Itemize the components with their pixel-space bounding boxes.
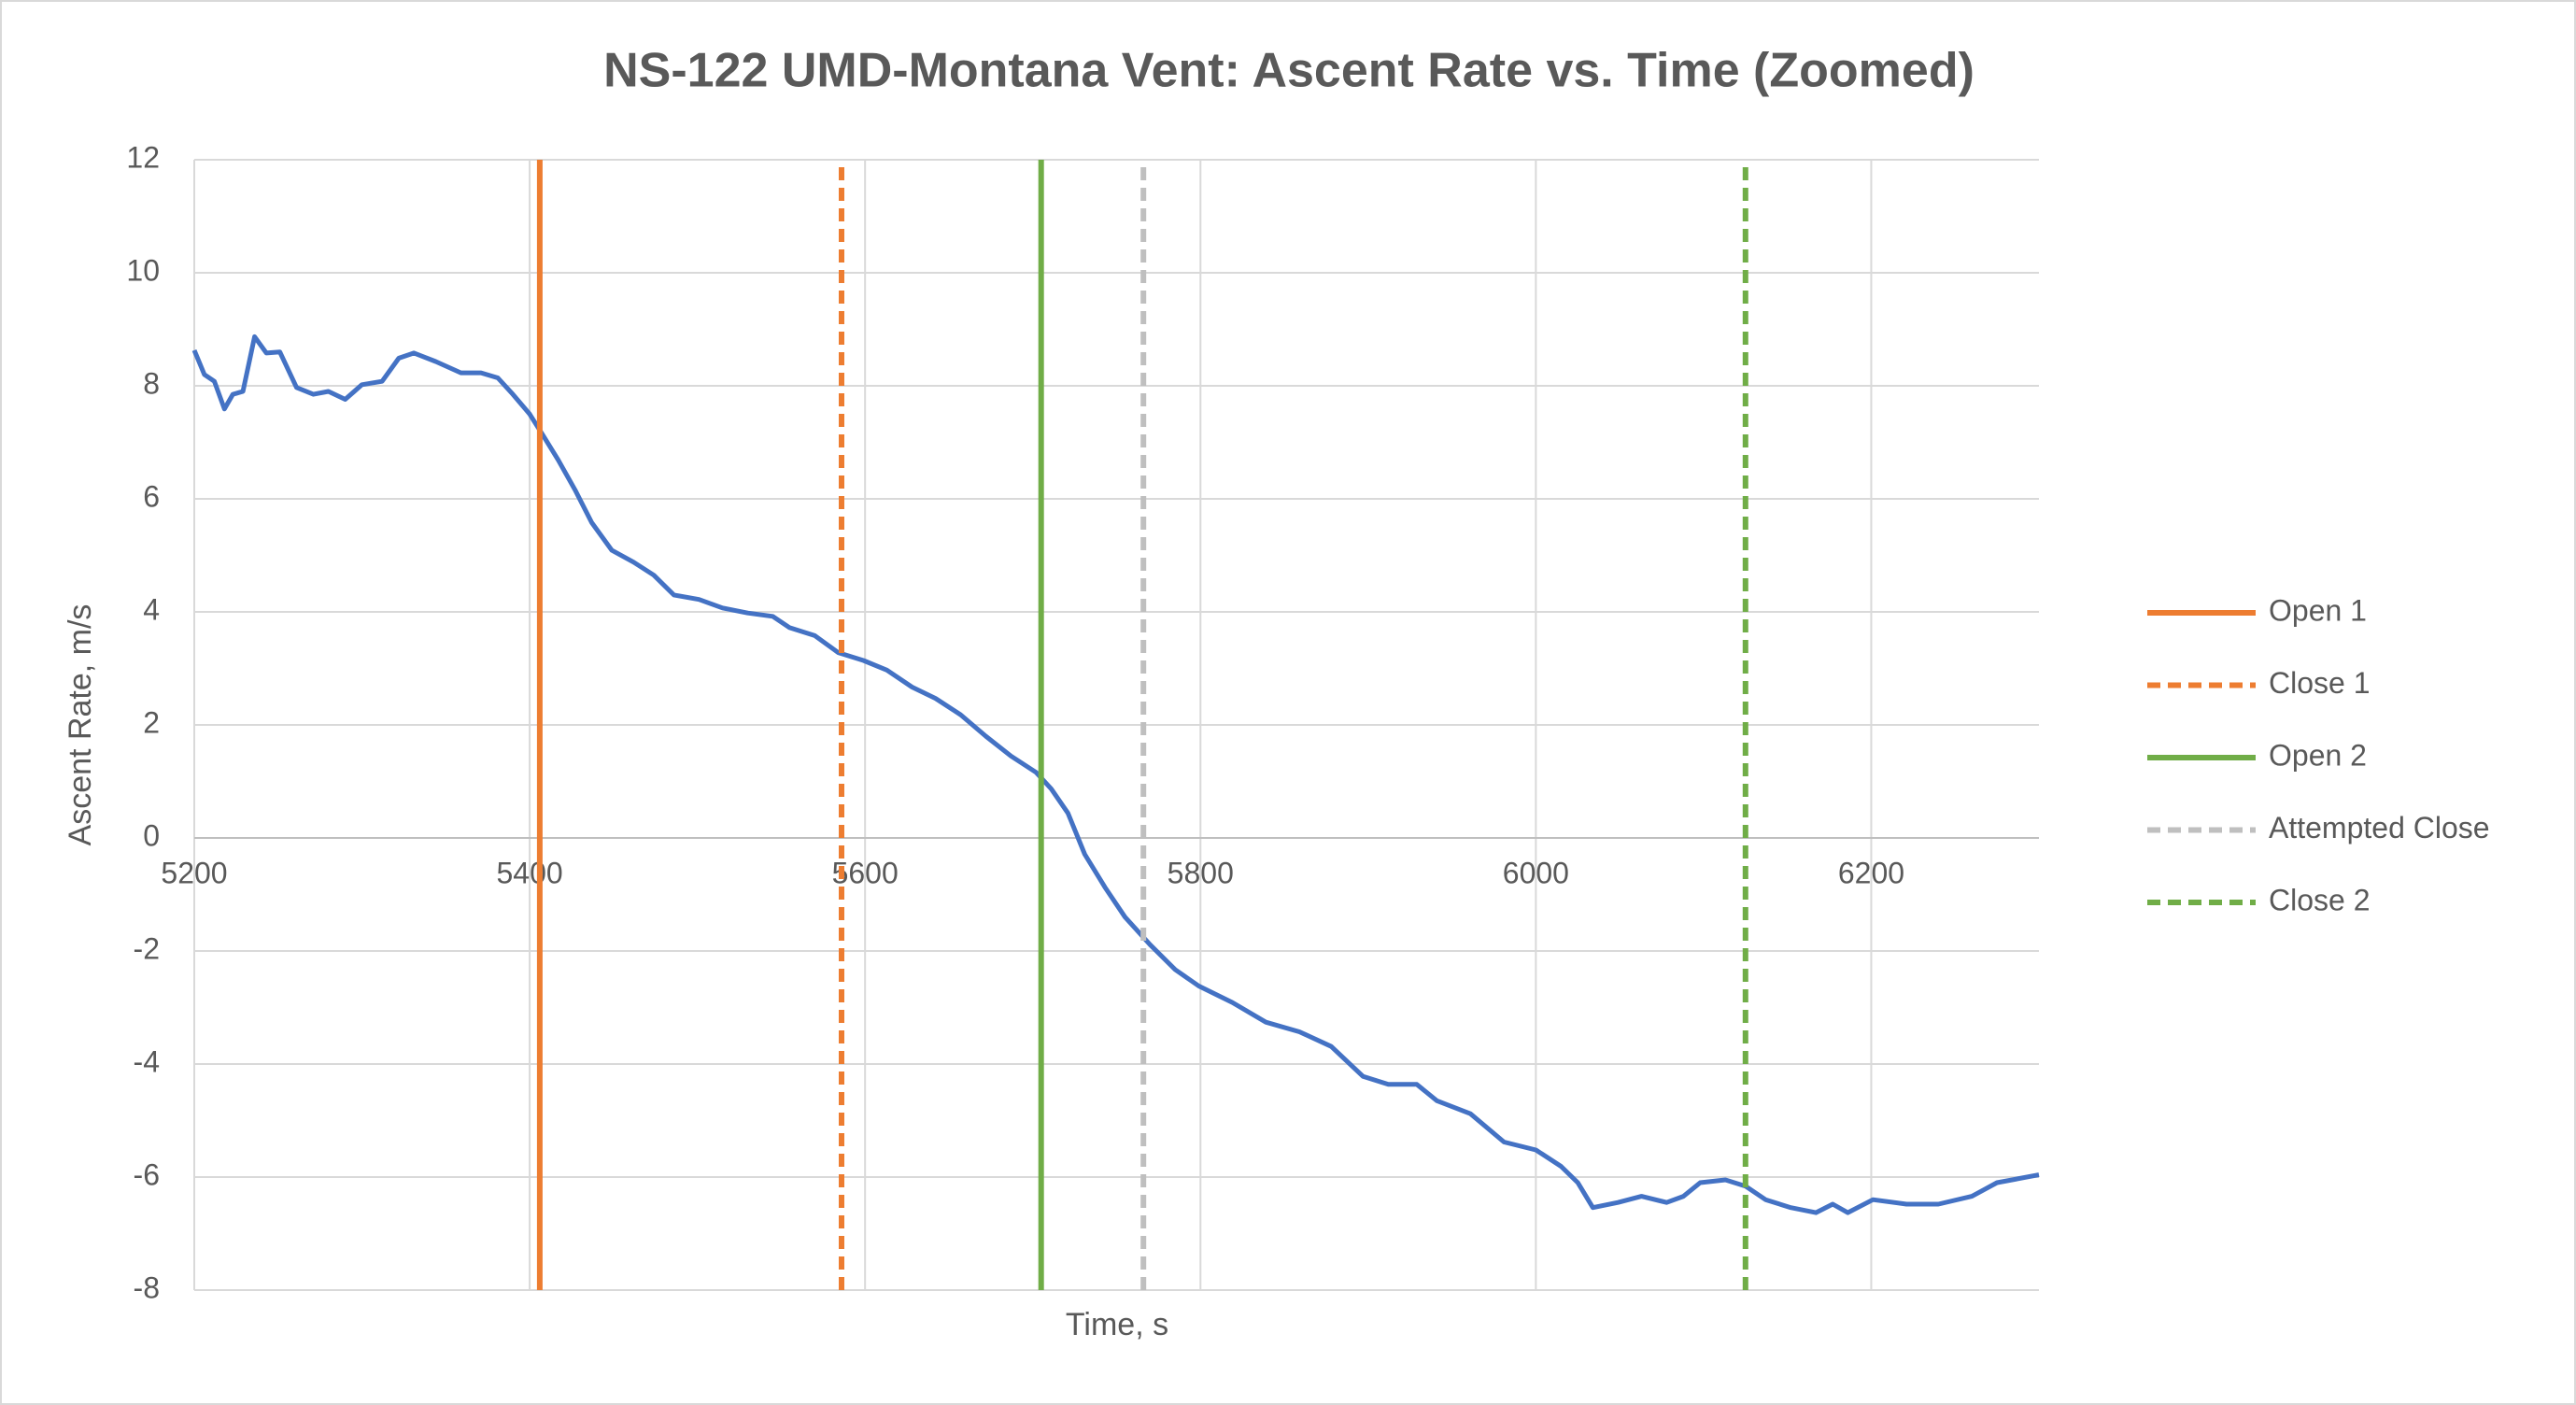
y-tick-label: 6 xyxy=(143,479,160,513)
y-tick-label: -2 xyxy=(134,931,160,965)
x-tick-label: 5200 xyxy=(161,856,227,889)
y-tick-label: 4 xyxy=(143,592,160,626)
data-line xyxy=(191,334,2040,1215)
y-axis-title: Ascent Rate, m/s xyxy=(63,604,98,846)
y-tick-label: 2 xyxy=(143,705,160,739)
x-tick-label: 6200 xyxy=(1838,856,1904,889)
x-axis-title: Time, s xyxy=(1066,1307,1168,1342)
y-tick-label: -8 xyxy=(134,1270,160,1304)
y-tick-label: 10 xyxy=(126,253,160,287)
chart-title: NS-122 UMD-Montana Vent: Ascent Rate vs.… xyxy=(603,44,1974,98)
x-tick-label: 5400 xyxy=(496,856,562,889)
y-tick-label: 0 xyxy=(143,818,160,852)
legend-label: Open 1 xyxy=(2269,593,2367,627)
y-tick-label: -6 xyxy=(134,1157,160,1191)
y-tick-label: 12 xyxy=(126,140,160,174)
x-tick-label: 5800 xyxy=(1168,856,1234,889)
legend-label: Attempted Close xyxy=(2269,811,2490,844)
legend-label: Close 2 xyxy=(2269,883,2371,916)
legend-label: Open 2 xyxy=(2269,738,2367,772)
x-tick-label: 6000 xyxy=(1503,856,1569,889)
y-tick-label: -4 xyxy=(134,1044,160,1078)
y-tick-label: 8 xyxy=(143,366,160,400)
legend-label: Close 1 xyxy=(2269,666,2371,700)
